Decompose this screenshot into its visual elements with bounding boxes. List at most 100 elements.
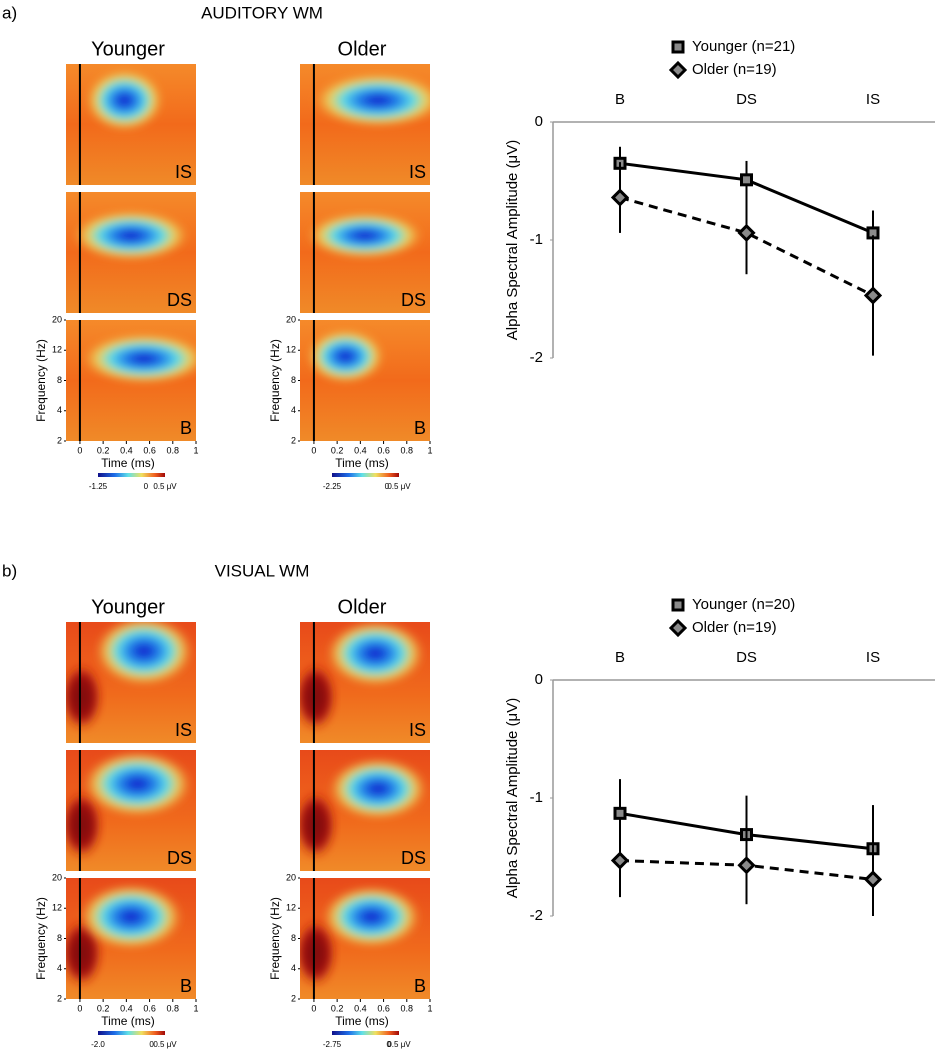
legend-marker [671, 40, 685, 54]
condition-label: DS [401, 848, 426, 868]
legend-label: Older (n=19) [692, 61, 777, 78]
heatmap-blob [326, 622, 425, 687]
legend-marker [668, 60, 688, 80]
panel-title: AUDITORY WM [201, 3, 323, 22]
point [737, 223, 756, 243]
group-title: Older [338, 38, 387, 60]
heatmap [300, 64, 430, 185]
x-tick-label: 0.8 [401, 1003, 414, 1013]
x-tick-label: 0.4 [354, 445, 367, 455]
y-tick-label: 20 [286, 314, 296, 324]
y-tick-label: 8 [291, 933, 296, 943]
heatmap [300, 750, 430, 871]
y-axis-label: Frequency (Hz) [268, 339, 282, 422]
y-tick-label: 8 [291, 375, 296, 385]
y-tick-label: 0 [535, 671, 543, 688]
x-tick-label: 1 [193, 1003, 198, 1013]
category-label: DS [736, 91, 757, 108]
category-label: IS [866, 649, 880, 666]
heatmap-blob [85, 69, 164, 132]
y-axis-label: Frequency (Hz) [268, 897, 282, 980]
condition-label: IS [175, 162, 192, 182]
heatmap [66, 192, 196, 313]
y-tick-label: 20 [286, 872, 296, 882]
heatmap [300, 622, 430, 743]
category-label: DS [736, 649, 757, 666]
x-tick-label: 0.2 [331, 445, 344, 455]
condition-label: DS [401, 290, 426, 310]
x-axis-label: Time (ms) [101, 1014, 155, 1028]
x-axis-label: Time (ms) [335, 456, 389, 470]
x-tick-label: 0 [77, 445, 82, 455]
panel-label: a) [2, 3, 17, 22]
y-tick-label: 12 [52, 903, 62, 913]
y-axis-label: Frequency (Hz) [34, 339, 48, 422]
colorbar [332, 473, 399, 477]
x-tick-label: 1 [427, 445, 432, 455]
point [740, 173, 753, 187]
y-tick-label: 8 [57, 375, 62, 385]
heatmap [66, 750, 196, 871]
x-axis-label: Time (ms) [101, 456, 155, 470]
heatmap-blob [82, 750, 193, 817]
colorbar-label: -1.25 [89, 482, 108, 491]
point [863, 286, 883, 305]
x-tick-label: 0.4 [354, 1003, 367, 1013]
legend-label: Older (n=19) [692, 619, 777, 636]
y-tick-label: 4 [291, 963, 296, 973]
x-tick-label: 0 [311, 445, 316, 455]
colorbar-label: -2.25 [323, 482, 342, 491]
heatmap [300, 320, 430, 441]
x-tick-label: 0.6 [143, 445, 156, 455]
colorbar-label: 0 [149, 1040, 154, 1049]
colorbar-label: -2.0 [91, 1040, 105, 1049]
condition-label: B [414, 976, 426, 996]
x-tick-label: 1 [427, 1003, 432, 1013]
condition-label: IS [175, 720, 192, 740]
x-tick-label: 0.4 [120, 1003, 133, 1013]
colorbar-label: 0 [144, 482, 149, 491]
colorbar-label: 0 [386, 1040, 391, 1049]
point [610, 851, 630, 870]
colorbar-label: 0.5 μV [387, 482, 411, 491]
group-title: Younger [91, 38, 165, 60]
y-tick-label: 20 [52, 872, 62, 882]
legend-marker [671, 598, 685, 612]
heatmap-blob [81, 333, 196, 384]
y-tick-label: -2 [530, 349, 543, 366]
x-tick-label: 0 [311, 1003, 316, 1013]
heatmap-blob [66, 663, 103, 731]
y-tick-label: 2 [57, 435, 62, 445]
heatmap [66, 878, 196, 999]
y-tick-label: -1 [530, 789, 543, 806]
x-tick-label: 1 [193, 445, 198, 455]
group-title: Younger [91, 596, 165, 618]
colorbar [98, 473, 165, 477]
colorbar [332, 1031, 399, 1035]
y-tick-label: 12 [52, 345, 62, 355]
y-tick-label: -2 [530, 907, 543, 924]
y-axis-label: Alpha Spectral Amplitude (μV) [504, 698, 521, 898]
condition-label: B [414, 418, 426, 438]
y-axis-label: Alpha Spectral Amplitude (μV) [504, 140, 521, 340]
colorbar-label: 0.5 μV [153, 1040, 177, 1049]
heatmap [300, 192, 430, 313]
heatmap-blob [79, 883, 183, 950]
heatmap-blob [306, 329, 385, 384]
x-tick-label: 0.8 [401, 445, 414, 455]
point [613, 806, 627, 820]
condition-label: B [180, 418, 192, 438]
category-label: B [615, 649, 625, 666]
heatmap-blob [94, 622, 194, 686]
colorbar-label: 0.5 μV [387, 1040, 411, 1049]
category-label: IS [866, 91, 880, 108]
y-tick-label: 20 [52, 314, 62, 324]
condition-label: IS [409, 162, 426, 182]
x-tick-label: 0 [77, 1003, 82, 1013]
y-tick-label: 4 [57, 963, 62, 973]
x-tick-label: 0.2 [331, 1003, 344, 1013]
series-line [619, 196, 874, 297]
y-tick-label: 2 [57, 993, 62, 1003]
point [863, 870, 883, 889]
